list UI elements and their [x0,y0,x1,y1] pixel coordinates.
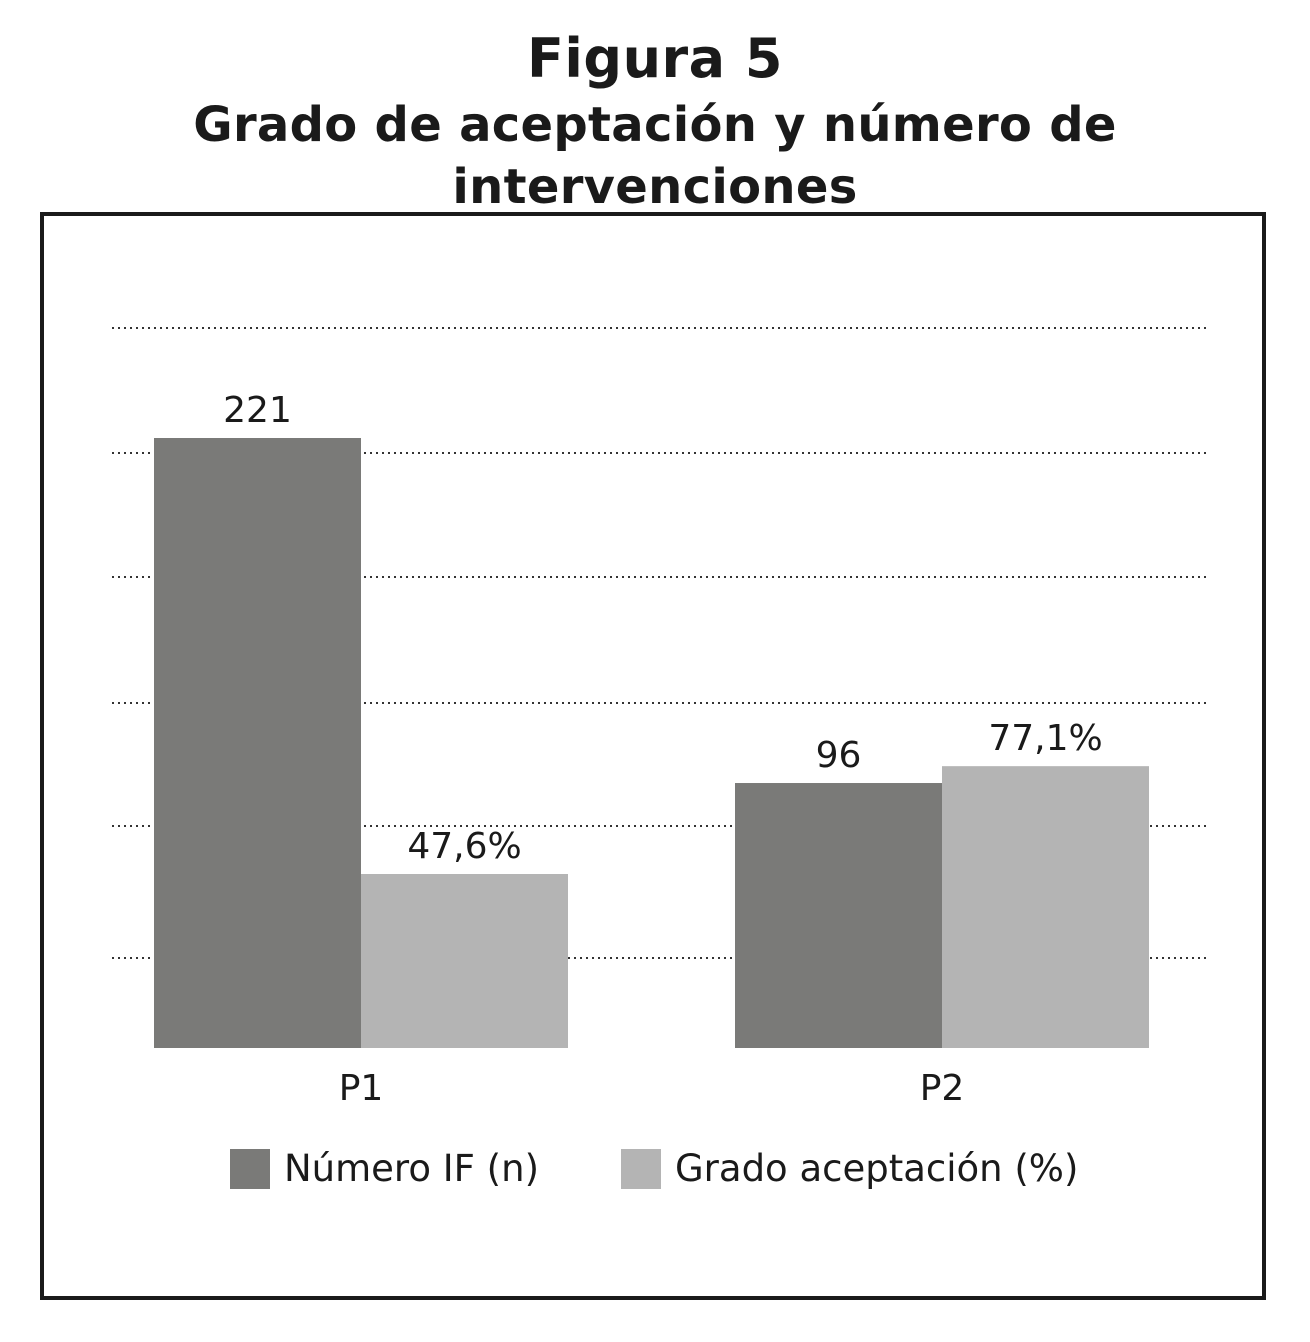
bar-p2-grado [942,766,1149,1048]
legend-swatch-numero [230,1149,270,1189]
figure-number: Figura 5 [527,27,783,90]
data-label-p1-numero: 221 [223,390,292,431]
bar-p2-numero [735,783,942,1048]
legend-label-numero: Número IF (n) [284,1147,540,1190]
bar-p1-grado [361,874,568,1048]
legend-swatch-grado [621,1149,662,1189]
legend-item-numero: Número IF (n) [230,1145,539,1193]
figure-header: Figura 5 Grado de aceptación y número de… [0,24,1310,218]
bar-p1-numero [154,438,361,1048]
category-label-p2: P2 [920,1068,965,1109]
chart-legend: Número IF (n) Grado aceptación (%) [230,1144,1160,1194]
data-label-p1-grado: 47,6% [407,826,521,867]
legend-label-grado: Grado aceptación (%) [675,1147,1079,1190]
data-label-p2-numero: 96 [816,735,862,776]
data-label-p2-grado: 77,1% [988,718,1102,759]
legend-item-grado: Grado aceptación (%) [621,1145,1078,1193]
bar-chart: 221 47,6% P1 96 77,1% P2 [112,327,1206,1109]
chart-frame: 221 47,6% P1 96 77,1% P2 Número IF (n) Grado … [40,212,1266,1300]
figure-title: Grado de aceptación y número de interven… [193,97,1117,215]
category-label-p1: P1 [339,1068,384,1109]
